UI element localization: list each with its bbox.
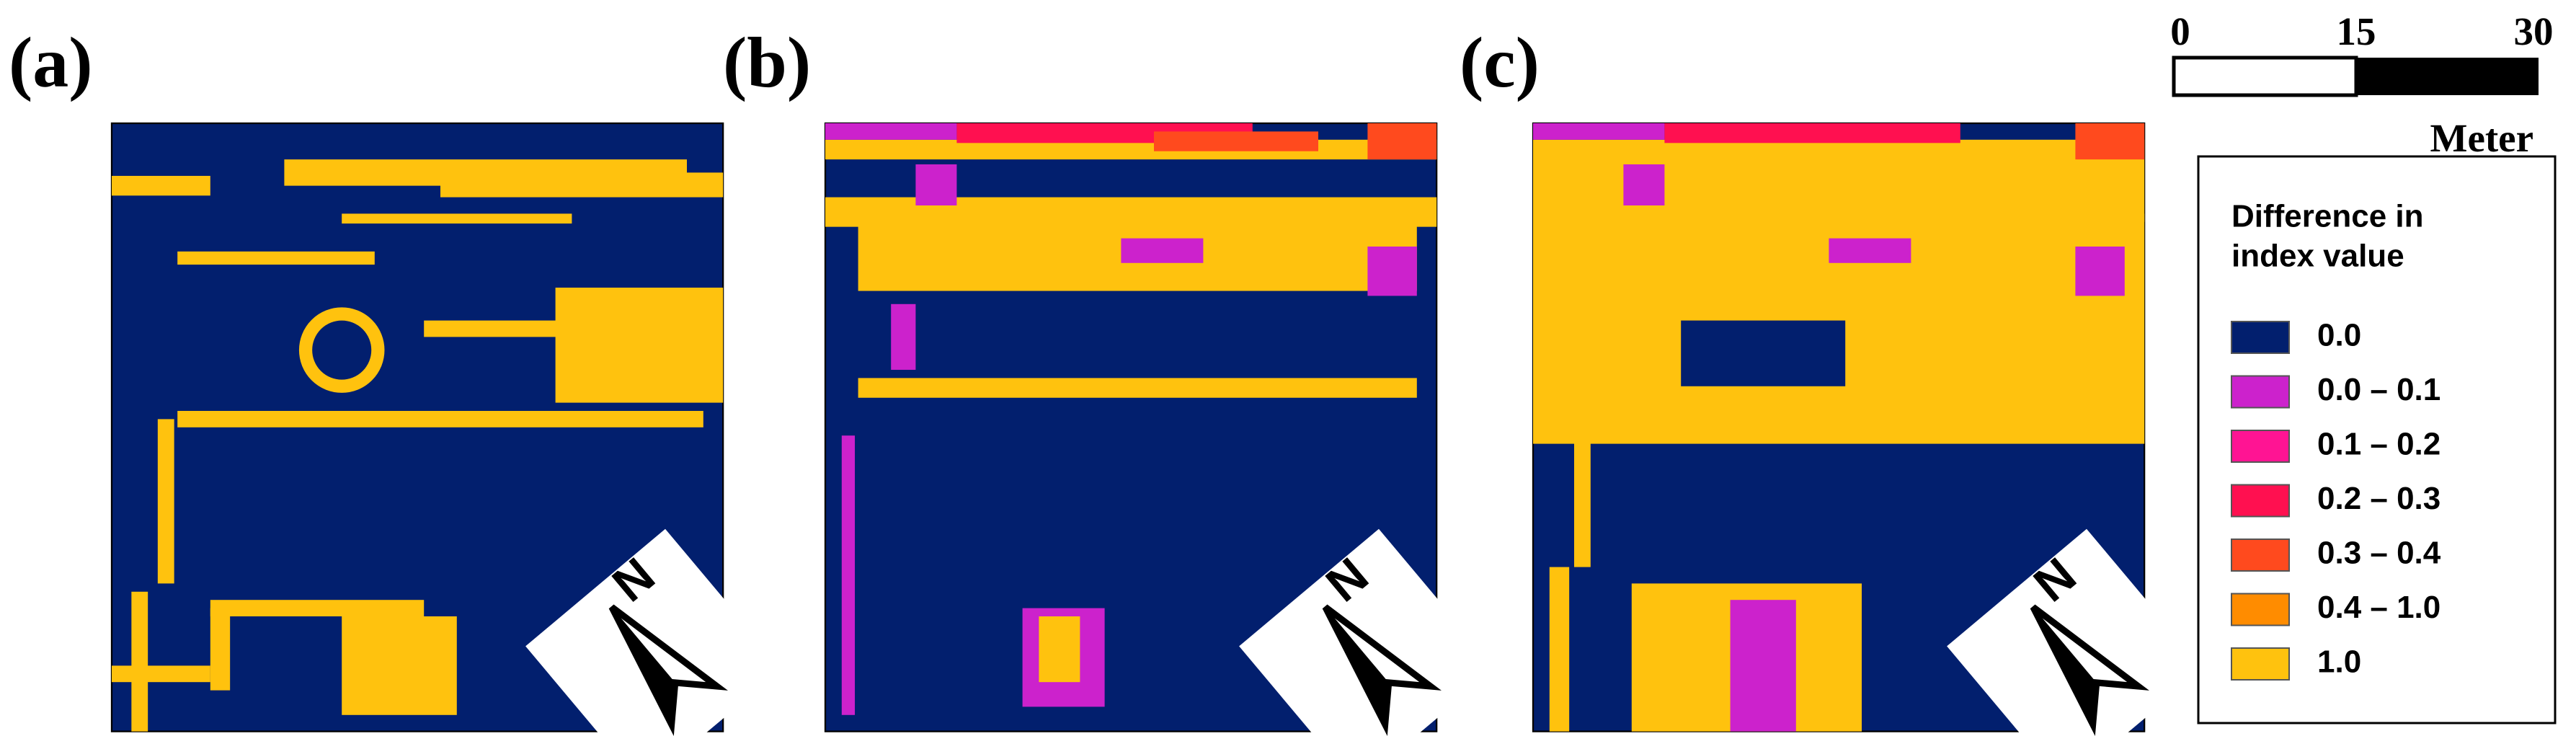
legend: Difference in index value 0.0 0.0 – 0.1 0.…	[2197, 155, 2557, 724]
legend-label: 0.0	[2317, 318, 2361, 353]
legend-swatch	[2231, 484, 2290, 518]
legend-label: 0.3 – 0.4	[2317, 536, 2441, 571]
legend-swatch	[2231, 539, 2290, 572]
scale-label: 15	[2337, 9, 2376, 53]
legend-label: 0.0 – 0.1	[2317, 372, 2440, 407]
scale-unit: Meter	[2430, 116, 2533, 160]
scale-bar	[2172, 56, 2358, 97]
panel-label: (b)	[723, 22, 811, 102]
legend-swatch	[2231, 593, 2290, 626]
panel-label: (a)	[9, 22, 93, 102]
raster-map	[110, 122, 781, 749]
legend-title: index value	[2231, 239, 2404, 274]
legend-label: 0.1 – 0.2	[2317, 427, 2440, 462]
panel-label: (c)	[1460, 22, 1540, 102]
legend-swatch	[2231, 647, 2290, 681]
scale-label: 0	[2170, 9, 2190, 53]
legend-swatch	[2231, 375, 2290, 409]
raster-map	[824, 122, 1495, 749]
legend-title: Difference in	[2231, 199, 2424, 234]
legend-label: 0.2 – 0.3	[2317, 481, 2440, 516]
scale-label: 30	[2514, 9, 2554, 53]
legend-label: 1.0	[2317, 644, 2361, 680]
scale-bar	[2356, 58, 2539, 95]
legend-label: 0.4 – 1.0	[2317, 590, 2440, 625]
legend-swatch	[2231, 321, 2290, 354]
raster-map	[1532, 122, 2203, 749]
legend-swatch	[2231, 430, 2290, 463]
